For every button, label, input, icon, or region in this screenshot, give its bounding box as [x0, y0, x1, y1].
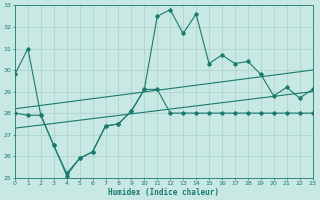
X-axis label: Humidex (Indice chaleur): Humidex (Indice chaleur) — [108, 188, 219, 197]
